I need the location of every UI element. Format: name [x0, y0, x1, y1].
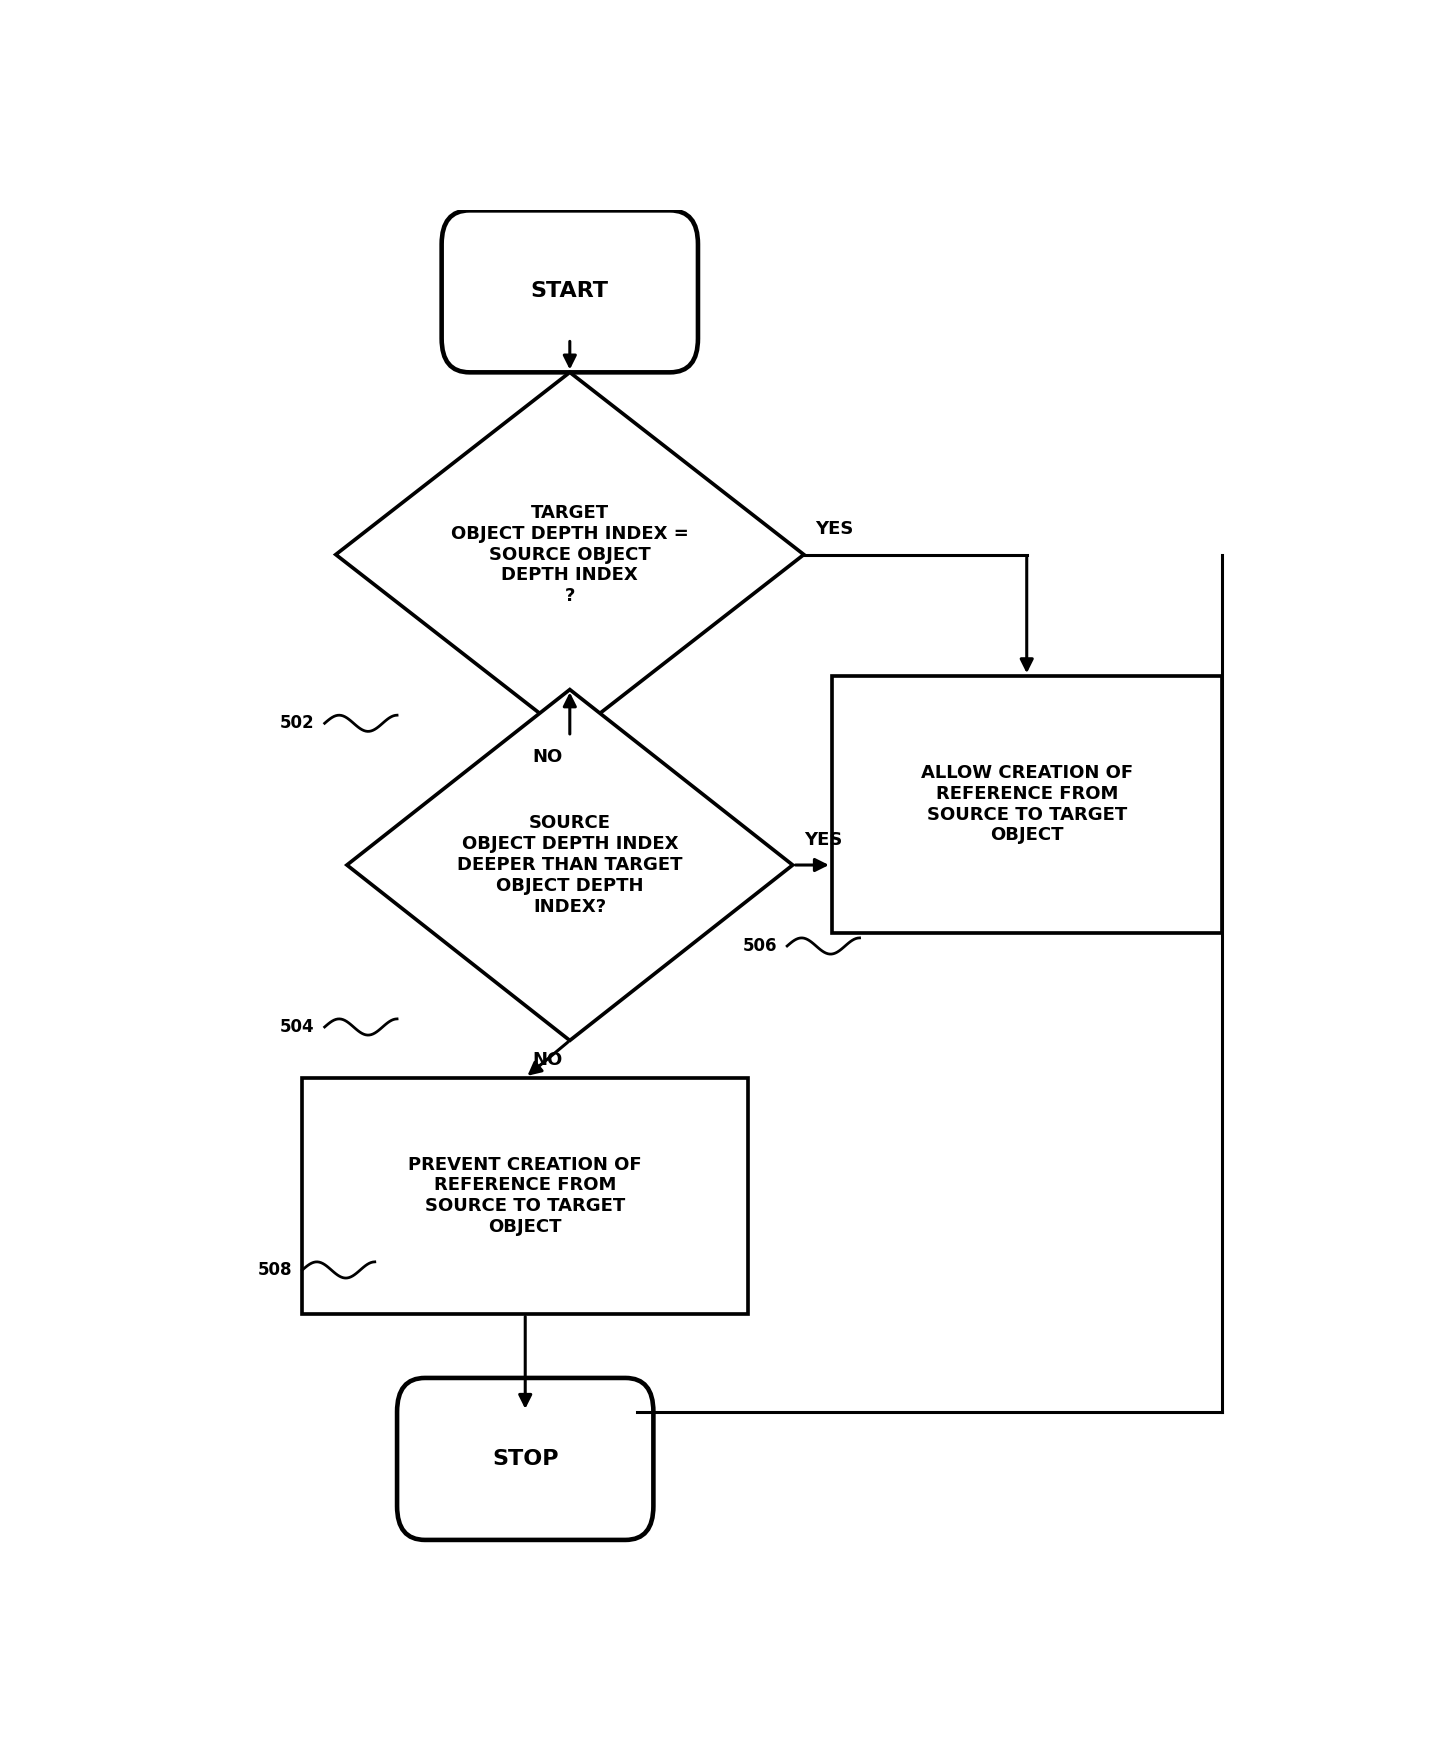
Text: ALLOW CREATION OF
REFERENCE FROM
SOURCE TO TARGET
OBJECT: ALLOW CREATION OF REFERENCE FROM SOURCE … — [920, 764, 1133, 845]
Text: STOP: STOP — [492, 1450, 558, 1469]
Text: NO: NO — [532, 747, 562, 766]
Polygon shape — [336, 372, 804, 736]
Text: YES: YES — [804, 831, 843, 848]
Bar — [302, 1078, 748, 1313]
Text: NO: NO — [532, 1052, 562, 1069]
Text: 506: 506 — [742, 938, 777, 955]
Polygon shape — [347, 689, 792, 1041]
Text: SOURCE
OBJECT DEPTH INDEX
DEEPER THAN TARGET
OBJECT DEPTH
INDEX?: SOURCE OBJECT DEPTH INDEX DEEPER THAN TA… — [457, 815, 683, 915]
Text: 508: 508 — [257, 1260, 292, 1280]
Text: YES: YES — [815, 521, 853, 538]
Text: TARGET
OBJECT DEPTH INDEX =
SOURCE OBJECT
DEPTH INDEX
?: TARGET OBJECT DEPTH INDEX = SOURCE OBJEC… — [452, 503, 689, 605]
Bar — [831, 677, 1222, 933]
Text: START: START — [531, 280, 608, 302]
Text: 502: 502 — [280, 713, 315, 733]
FancyBboxPatch shape — [441, 210, 697, 372]
Text: PREVENT CREATION OF
REFERENCE FROM
SOURCE TO TARGET
OBJECT: PREVENT CREATION OF REFERENCE FROM SOURC… — [408, 1155, 641, 1236]
FancyBboxPatch shape — [397, 1378, 653, 1539]
Text: 504: 504 — [280, 1018, 315, 1036]
